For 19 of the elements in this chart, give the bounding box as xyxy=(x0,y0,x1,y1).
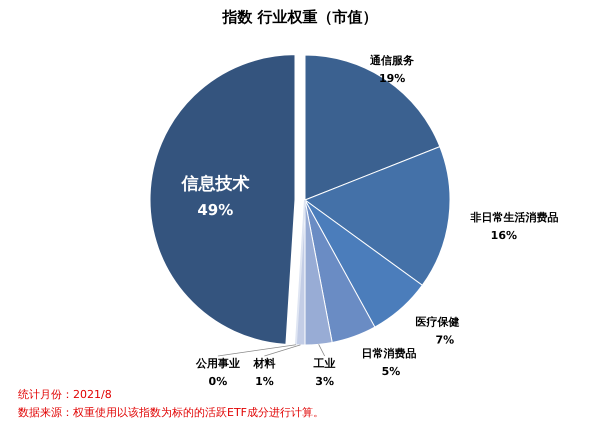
slice-label: 医疗保健 xyxy=(415,315,460,328)
data-label: 49% xyxy=(197,201,234,220)
slice-label: 工业 xyxy=(312,357,336,370)
data-label: 16% xyxy=(490,228,518,242)
data-label: 19% xyxy=(378,72,406,85)
slice-label: 日常消费品 xyxy=(362,347,417,360)
text: 0% xyxy=(208,375,228,388)
data-label: 7% xyxy=(435,333,454,346)
text: 统计月份：2021/8 xyxy=(18,388,112,401)
data-label: 1% xyxy=(255,375,274,388)
slice-label: 非日常生活消费品 xyxy=(470,210,559,224)
data-label: 3% xyxy=(315,375,334,388)
slice-label: 通信服务 xyxy=(369,54,414,67)
category-label: 公用事业 xyxy=(196,357,240,370)
data-label: 5% xyxy=(382,365,400,378)
chart-title: 指数 行业权重（市值） xyxy=(221,8,378,26)
source-note: 数据来源：权重使用以该指数为标的的活跃ETF成分进行计算。 xyxy=(18,406,324,419)
slice-label: 材料 xyxy=(252,357,276,370)
slice-label: 信息技术 xyxy=(180,174,250,194)
